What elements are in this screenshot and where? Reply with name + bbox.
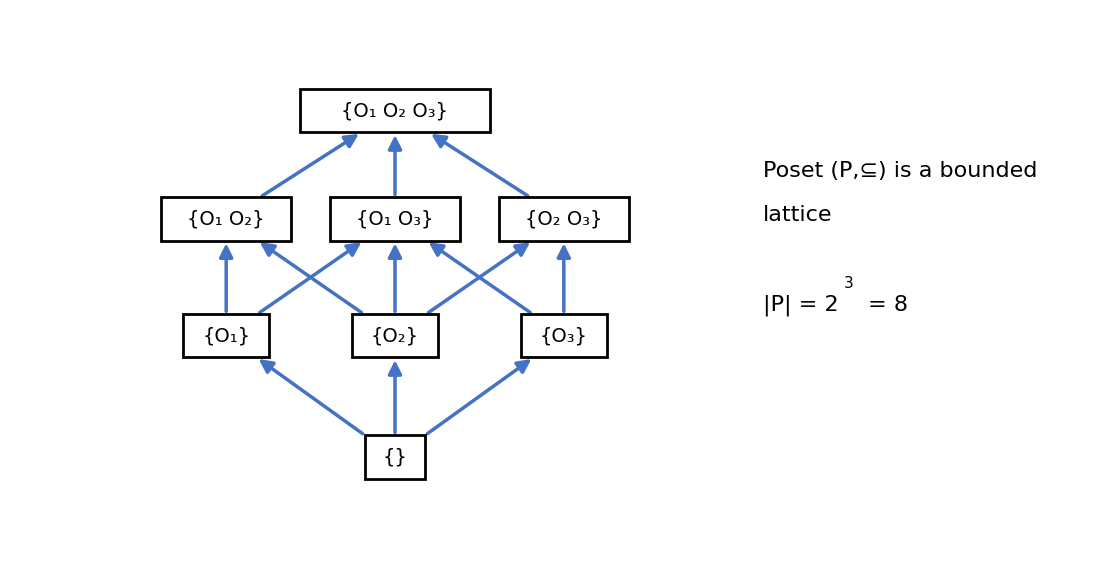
Text: {}: {} (382, 447, 408, 466)
FancyBboxPatch shape (331, 197, 460, 241)
Text: {O₃}: {O₃} (540, 326, 588, 345)
Text: {O₁ O₃}: {O₁ O₃} (356, 210, 433, 228)
FancyBboxPatch shape (299, 89, 490, 133)
Text: Poset (P,⊆) is a bounded: Poset (P,⊆) is a bounded (763, 161, 1038, 182)
FancyBboxPatch shape (352, 314, 438, 357)
FancyArrowPatch shape (262, 136, 355, 196)
FancyArrowPatch shape (390, 247, 401, 311)
Text: = 8: = 8 (861, 296, 908, 315)
FancyArrowPatch shape (390, 364, 401, 433)
FancyArrowPatch shape (260, 244, 359, 312)
FancyBboxPatch shape (521, 314, 608, 357)
FancyArrowPatch shape (262, 244, 362, 312)
Text: {O₁ O₂}: {O₁ O₂} (188, 210, 265, 228)
FancyBboxPatch shape (499, 197, 629, 241)
FancyBboxPatch shape (183, 314, 269, 357)
FancyArrowPatch shape (428, 361, 528, 434)
Text: {O₂ O₃}: {O₂ O₃} (525, 210, 602, 228)
FancyArrowPatch shape (435, 136, 527, 196)
FancyArrowPatch shape (261, 361, 363, 434)
FancyArrowPatch shape (221, 247, 231, 311)
Text: 3: 3 (843, 277, 853, 291)
Text: {O₁}: {O₁} (202, 326, 250, 345)
Text: lattice: lattice (763, 205, 832, 225)
FancyArrowPatch shape (429, 244, 527, 312)
FancyArrowPatch shape (558, 247, 570, 311)
FancyBboxPatch shape (364, 435, 426, 479)
FancyBboxPatch shape (161, 197, 292, 241)
Text: {O₁ O₂ O₃}: {O₁ O₂ O₃} (342, 101, 449, 120)
FancyArrowPatch shape (432, 244, 531, 312)
FancyArrowPatch shape (390, 139, 401, 194)
Text: |P| = 2: |P| = 2 (763, 294, 839, 316)
Text: {O₂}: {O₂} (371, 326, 419, 345)
